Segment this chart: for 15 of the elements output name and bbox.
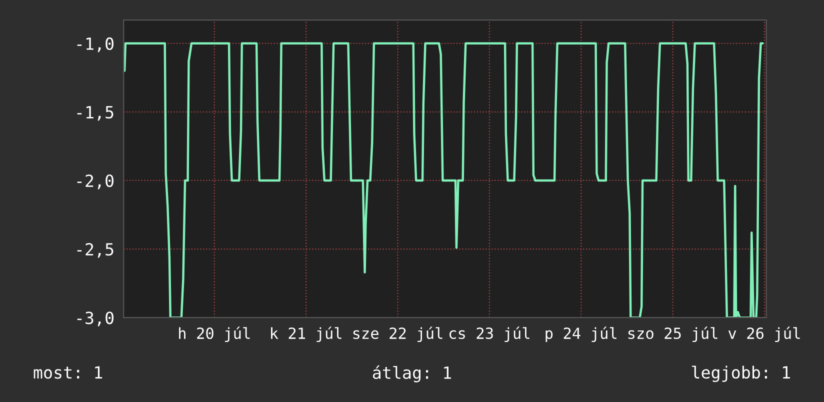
- x-tick-label: h 20 júl: [179, 326, 250, 342]
- x-tick-label: cs 23 júl: [449, 326, 530, 342]
- y-tick-label: -3,0: [77, 312, 114, 326]
- text: átlag: 1: [372, 365, 452, 382]
- x-tick-label: v 26 júl: [728, 326, 800, 342]
- x-tick-label: szo 25 júl: [628, 326, 718, 342]
- y-tick-label: -2,5: [77, 243, 114, 258]
- x-tick-label: p 24 júl: [546, 326, 616, 342]
- text: most: 1: [34, 366, 102, 379]
- x-tick-label: sze 22 júl: [353, 326, 442, 342]
- y-tick-label: -1,5: [77, 106, 114, 121]
- text: legjobb: 1: [692, 366, 790, 382]
- y-tick-label: -1,0: [77, 37, 114, 52]
- y-tick-label: -2,0: [77, 174, 114, 190]
- x-tick-label: k 21 júl: [271, 326, 342, 342]
